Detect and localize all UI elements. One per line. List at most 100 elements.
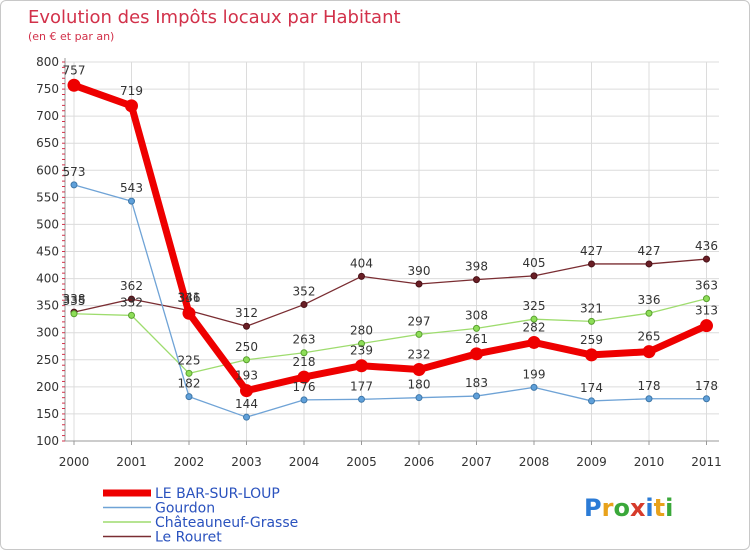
y-tick-label: 400 bbox=[36, 272, 59, 286]
grid bbox=[65, 61, 719, 442]
data-label: 338 bbox=[63, 292, 86, 306]
logo-letter: r bbox=[602, 494, 614, 522]
data-point bbox=[642, 345, 656, 359]
data-point bbox=[125, 99, 138, 113]
data-label: 144 bbox=[235, 397, 258, 411]
data-label: 177 bbox=[350, 379, 373, 393]
data-label: 332 bbox=[120, 295, 143, 309]
legend: LE BAR-SUR-LOUPGourdonChâteauneuf-Grasse… bbox=[103, 486, 298, 546]
series-line bbox=[73, 297, 708, 374]
proxiti-logo: Proxiti bbox=[584, 494, 673, 522]
data-point bbox=[530, 272, 538, 280]
data-point bbox=[185, 369, 193, 377]
x-tick-label: 2003 bbox=[231, 455, 262, 469]
y-tick-label: 150 bbox=[36, 407, 59, 421]
data-point bbox=[530, 315, 538, 323]
data-label: 178 bbox=[695, 379, 718, 393]
data-point bbox=[128, 197, 135, 205]
legend-label: Le Rouret bbox=[155, 530, 222, 546]
y-tick-label: 450 bbox=[36, 245, 59, 259]
data-label: 325 bbox=[523, 299, 546, 313]
logo-letter: i bbox=[645, 494, 653, 522]
data-point bbox=[355, 359, 368, 373]
series-0 bbox=[67, 78, 713, 398]
x-tick-label: 2004 bbox=[289, 455, 320, 469]
data-label: 174 bbox=[580, 381, 603, 395]
data-label: 427 bbox=[580, 244, 603, 258]
data-point bbox=[182, 306, 196, 320]
data-label: 757 bbox=[63, 63, 86, 77]
data-label: 398 bbox=[465, 260, 488, 274]
data-point bbox=[700, 319, 713, 333]
data-label: 263 bbox=[293, 333, 316, 347]
data-point bbox=[300, 396, 308, 404]
axes: 100 150 200 250 300 350 400 450 500 550 600 650 700 7… bbox=[36, 55, 722, 469]
data-label: 183 bbox=[465, 376, 488, 390]
x-tick-label: 2008 bbox=[519, 455, 550, 469]
data-label: 308 bbox=[465, 308, 488, 322]
data-point bbox=[585, 348, 598, 362]
data-label: 225 bbox=[178, 353, 201, 367]
data-label: 543 bbox=[120, 181, 143, 195]
data-label: 239 bbox=[350, 344, 373, 358]
y-tick-label: 100 bbox=[36, 434, 59, 448]
data-label: 297 bbox=[408, 314, 431, 328]
data-label: 363 bbox=[695, 279, 718, 293]
logo-letter: i bbox=[665, 494, 673, 522]
y-tick-label: 350 bbox=[36, 299, 59, 313]
y-tick-label: 300 bbox=[36, 326, 59, 340]
data-point bbox=[415, 394, 423, 402]
y-tick-label: 600 bbox=[36, 163, 59, 177]
data-label: 719 bbox=[120, 84, 143, 98]
logo-letter: t bbox=[654, 494, 665, 522]
series-line bbox=[73, 184, 708, 418]
data-point bbox=[297, 370, 311, 384]
data-label: 405 bbox=[523, 256, 546, 270]
data-label: 436 bbox=[695, 239, 718, 253]
data-point bbox=[645, 395, 653, 403]
data-point bbox=[358, 395, 365, 403]
data-label: 336 bbox=[638, 293, 661, 307]
data-point bbox=[300, 301, 308, 309]
x-tick-label: 2002 bbox=[174, 455, 205, 469]
data-point bbox=[703, 255, 710, 263]
legend-label: Châteauneuf-Grasse bbox=[155, 515, 298, 531]
data-label: 335 bbox=[63, 294, 86, 308]
legend-label: Gourdon bbox=[155, 501, 215, 517]
data-point bbox=[530, 383, 538, 391]
data-point bbox=[527, 335, 541, 349]
data-point bbox=[70, 310, 78, 318]
data-point bbox=[128, 311, 135, 319]
data-label: 427 bbox=[638, 244, 661, 258]
logo-letter: P bbox=[584, 494, 602, 522]
data-label: 312 bbox=[235, 306, 258, 320]
data-point bbox=[70, 181, 78, 189]
data-point bbox=[243, 356, 250, 364]
chart-title: Evolution des Impôts locaux par Habitant bbox=[28, 7, 401, 28]
data-point bbox=[645, 260, 653, 268]
data-point bbox=[703, 295, 710, 303]
data-label: 362 bbox=[120, 279, 143, 293]
y-tick-label: 750 bbox=[36, 82, 59, 96]
x-tick-label: 2010 bbox=[634, 455, 665, 469]
data-label: 259 bbox=[580, 333, 603, 347]
chart-subtitle: (en € et par an) bbox=[28, 30, 114, 43]
x-tick-label: 2007 bbox=[461, 455, 492, 469]
data-point bbox=[703, 395, 710, 403]
data-point bbox=[470, 347, 483, 361]
data-point bbox=[588, 260, 595, 268]
data-point bbox=[415, 330, 423, 338]
x-tick-label: 2005 bbox=[346, 455, 377, 469]
data-label: 178 bbox=[638, 379, 661, 393]
series-1 bbox=[70, 181, 710, 421]
data-point bbox=[645, 309, 653, 317]
y-tick-label: 500 bbox=[36, 217, 59, 231]
logo-letter: o bbox=[613, 494, 630, 522]
x-tick-label: 2001 bbox=[116, 455, 147, 469]
y-tick-label: 550 bbox=[36, 190, 59, 204]
data-label: 180 bbox=[408, 378, 431, 392]
data-point bbox=[588, 317, 595, 325]
data-label: 232 bbox=[408, 348, 431, 362]
